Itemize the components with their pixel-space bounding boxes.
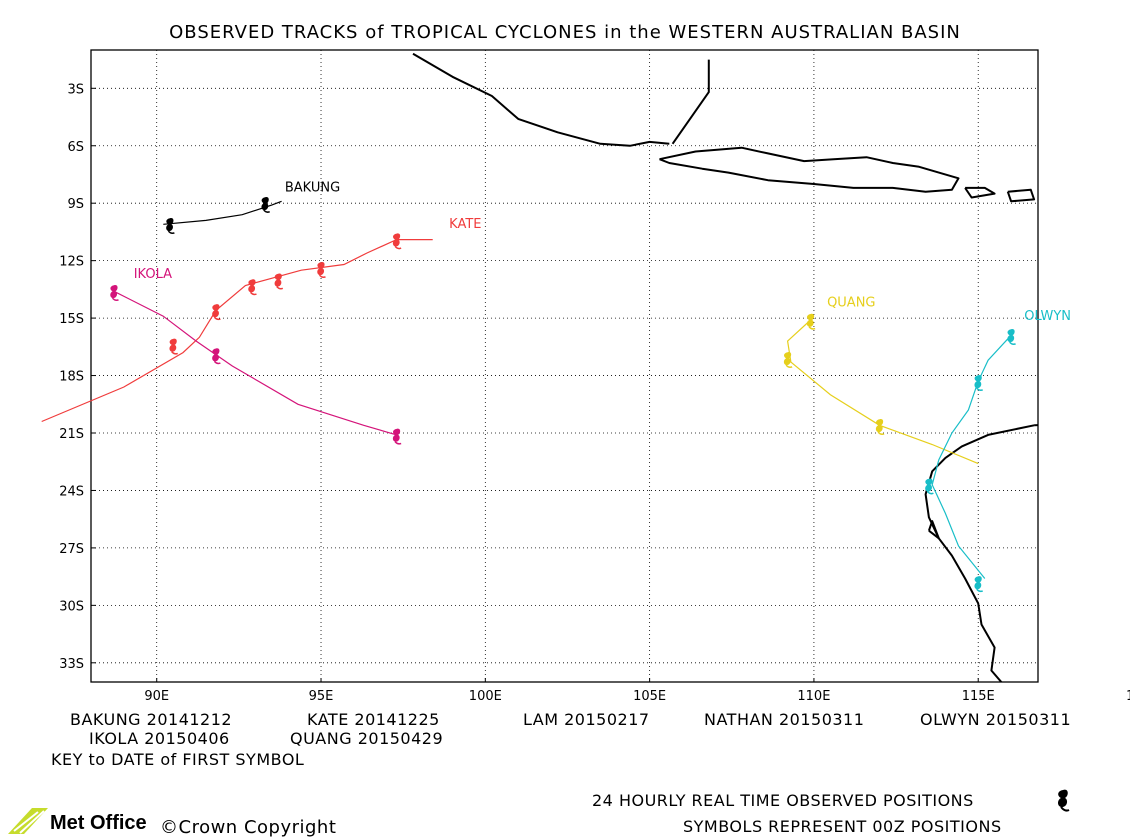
lat-tick-label: 18S: [59, 370, 84, 385]
track-line-quang: [786, 319, 979, 465]
lat-tick-label: 33S: [59, 657, 84, 672]
graticule-grid: [91, 50, 1038, 682]
cyclone-symbol-kate: [169, 338, 179, 355]
track-olwyn: [925, 329, 1016, 593]
track-quang: [783, 313, 979, 465]
cyclone-symbol-kate: [212, 304, 221, 321]
storm-label-olwyn: OLWYN: [1024, 309, 1071, 324]
cyclone-symbol-olwyn: [974, 576, 984, 593]
coastline-segment: [1034, 424, 1038, 427]
coastline-segment: [1123, 188, 1130, 201]
key-note: KEY to DATE of FIRST SYMBOL: [51, 750, 305, 769]
lon-tick-label: 110E: [797, 689, 830, 704]
track-line-kate: [41, 239, 433, 423]
cyclone-symbol-icon: [1058, 789, 1070, 812]
cyclone-symbol-olwyn: [925, 478, 934, 495]
lon-tick-label: 115E: [962, 689, 995, 704]
lat-tick-label: 27S: [59, 542, 84, 557]
lat-tick-label: 9S: [67, 197, 84, 212]
storm-label-quang: QUANG: [827, 296, 875, 311]
track-ikola: [110, 285, 402, 445]
coastline-segment: [1110, 58, 1130, 137]
coastlines: [412, 52, 1130, 682]
lat-tick-label: 15S: [59, 312, 84, 327]
met-office-logo-icon: [8, 808, 48, 834]
met-office-logo-text: Met Office: [50, 812, 147, 834]
coastline-segment: [412, 52, 670, 147]
positions-note: 24 HOURLY REAL TIME OBSERVED POSITIONS: [592, 791, 974, 810]
cyclone-symbol-quang: [875, 419, 885, 436]
storm-label-kate: KATE: [449, 217, 481, 232]
copyright-text: ©Crown Copyright: [160, 817, 337, 838]
key-quang: QUANG 20150429: [290, 729, 444, 748]
cyclone-symbol-quang: [806, 313, 816, 330]
lon-tick-label: 90E: [144, 689, 169, 704]
key-lam: LAM 20150217: [523, 710, 650, 729]
cyclone-tracks: [41, 196, 1016, 593]
cyclone-symbol-ikola: [392, 428, 402, 445]
lon-tick-label: 120E: [1126, 689, 1130, 704]
coastline-segment: [671, 59, 710, 145]
cyclone-symbol-ikola: [212, 348, 221, 365]
lon-tick-label: 95E: [309, 689, 334, 704]
track-line-olwyn: [931, 334, 1012, 579]
map-frame: [90, 49, 1039, 683]
key-bakung: BAKUNG 20141212: [70, 710, 233, 729]
key-kate: KATE 20141225: [307, 710, 440, 729]
storm-label-bakung: BAKUNG: [285, 181, 340, 196]
track-line-bakung: [163, 200, 282, 225]
coastline-segment: [964, 186, 996, 199]
track-kate: [41, 233, 433, 423]
key-nathan: NATHAN 20150311: [704, 710, 865, 729]
coastline-segment: [1006, 188, 1036, 203]
axis-ticks: 90E95E100E105E110E115E120E125E130E135E14…: [59, 82, 1130, 704]
cyclone-symbol-kate: [317, 262, 326, 279]
storm-labels: BAKUNGKATEIKOLAQUANGOLWYNLAM: [134, 181, 1071, 324]
cyclone-symbol-bakung: [166, 218, 175, 235]
cyclone-symbol-bakung: [261, 196, 271, 213]
cyclone-symbol-kate: [274, 273, 284, 290]
key-olwyn: OLWYN 20150311: [920, 710, 1072, 729]
cyclone-symbol-kate: [392, 233, 402, 250]
cyclone-symbol-olwyn: [1007, 329, 1016, 346]
map-title: OBSERVED TRACKS of TROPICAL CYCLONES in …: [169, 22, 961, 43]
lat-tick-label: 30S: [59, 599, 84, 614]
lat-tick-label: 24S: [59, 484, 84, 499]
cyclone-symbol-olwyn: [974, 375, 984, 392]
track-line-ikola: [113, 290, 397, 436]
coastline-segment: [1041, 186, 1117, 203]
cyclone-symbol-kate: [248, 279, 257, 296]
coastline-segment: [927, 520, 940, 540]
storm-label-ikola: IKOLA: [134, 267, 172, 282]
key-ikola: IKOLA 20150406: [89, 729, 230, 748]
coastline-segment: [659, 146, 960, 193]
lon-tick-label: 105E: [633, 689, 666, 704]
lon-tick-label: 100E: [469, 689, 502, 704]
lat-tick-label: 21S: [59, 427, 84, 442]
lat-tick-label: 3S: [67, 82, 84, 97]
coastline-segment: [924, 424, 1035, 682]
cyclone-symbol-ikola: [110, 285, 119, 302]
coastline-segment: [1106, 209, 1130, 226]
symbols-note: SYMBOLS REPRESENT 00Z POSITIONS: [683, 817, 1002, 836]
cyclone-symbol-quang: [783, 352, 793, 369]
lat-tick-label: 6S: [67, 140, 84, 155]
track-bakung: [163, 196, 282, 235]
lat-tick-label: 12S: [59, 255, 84, 270]
